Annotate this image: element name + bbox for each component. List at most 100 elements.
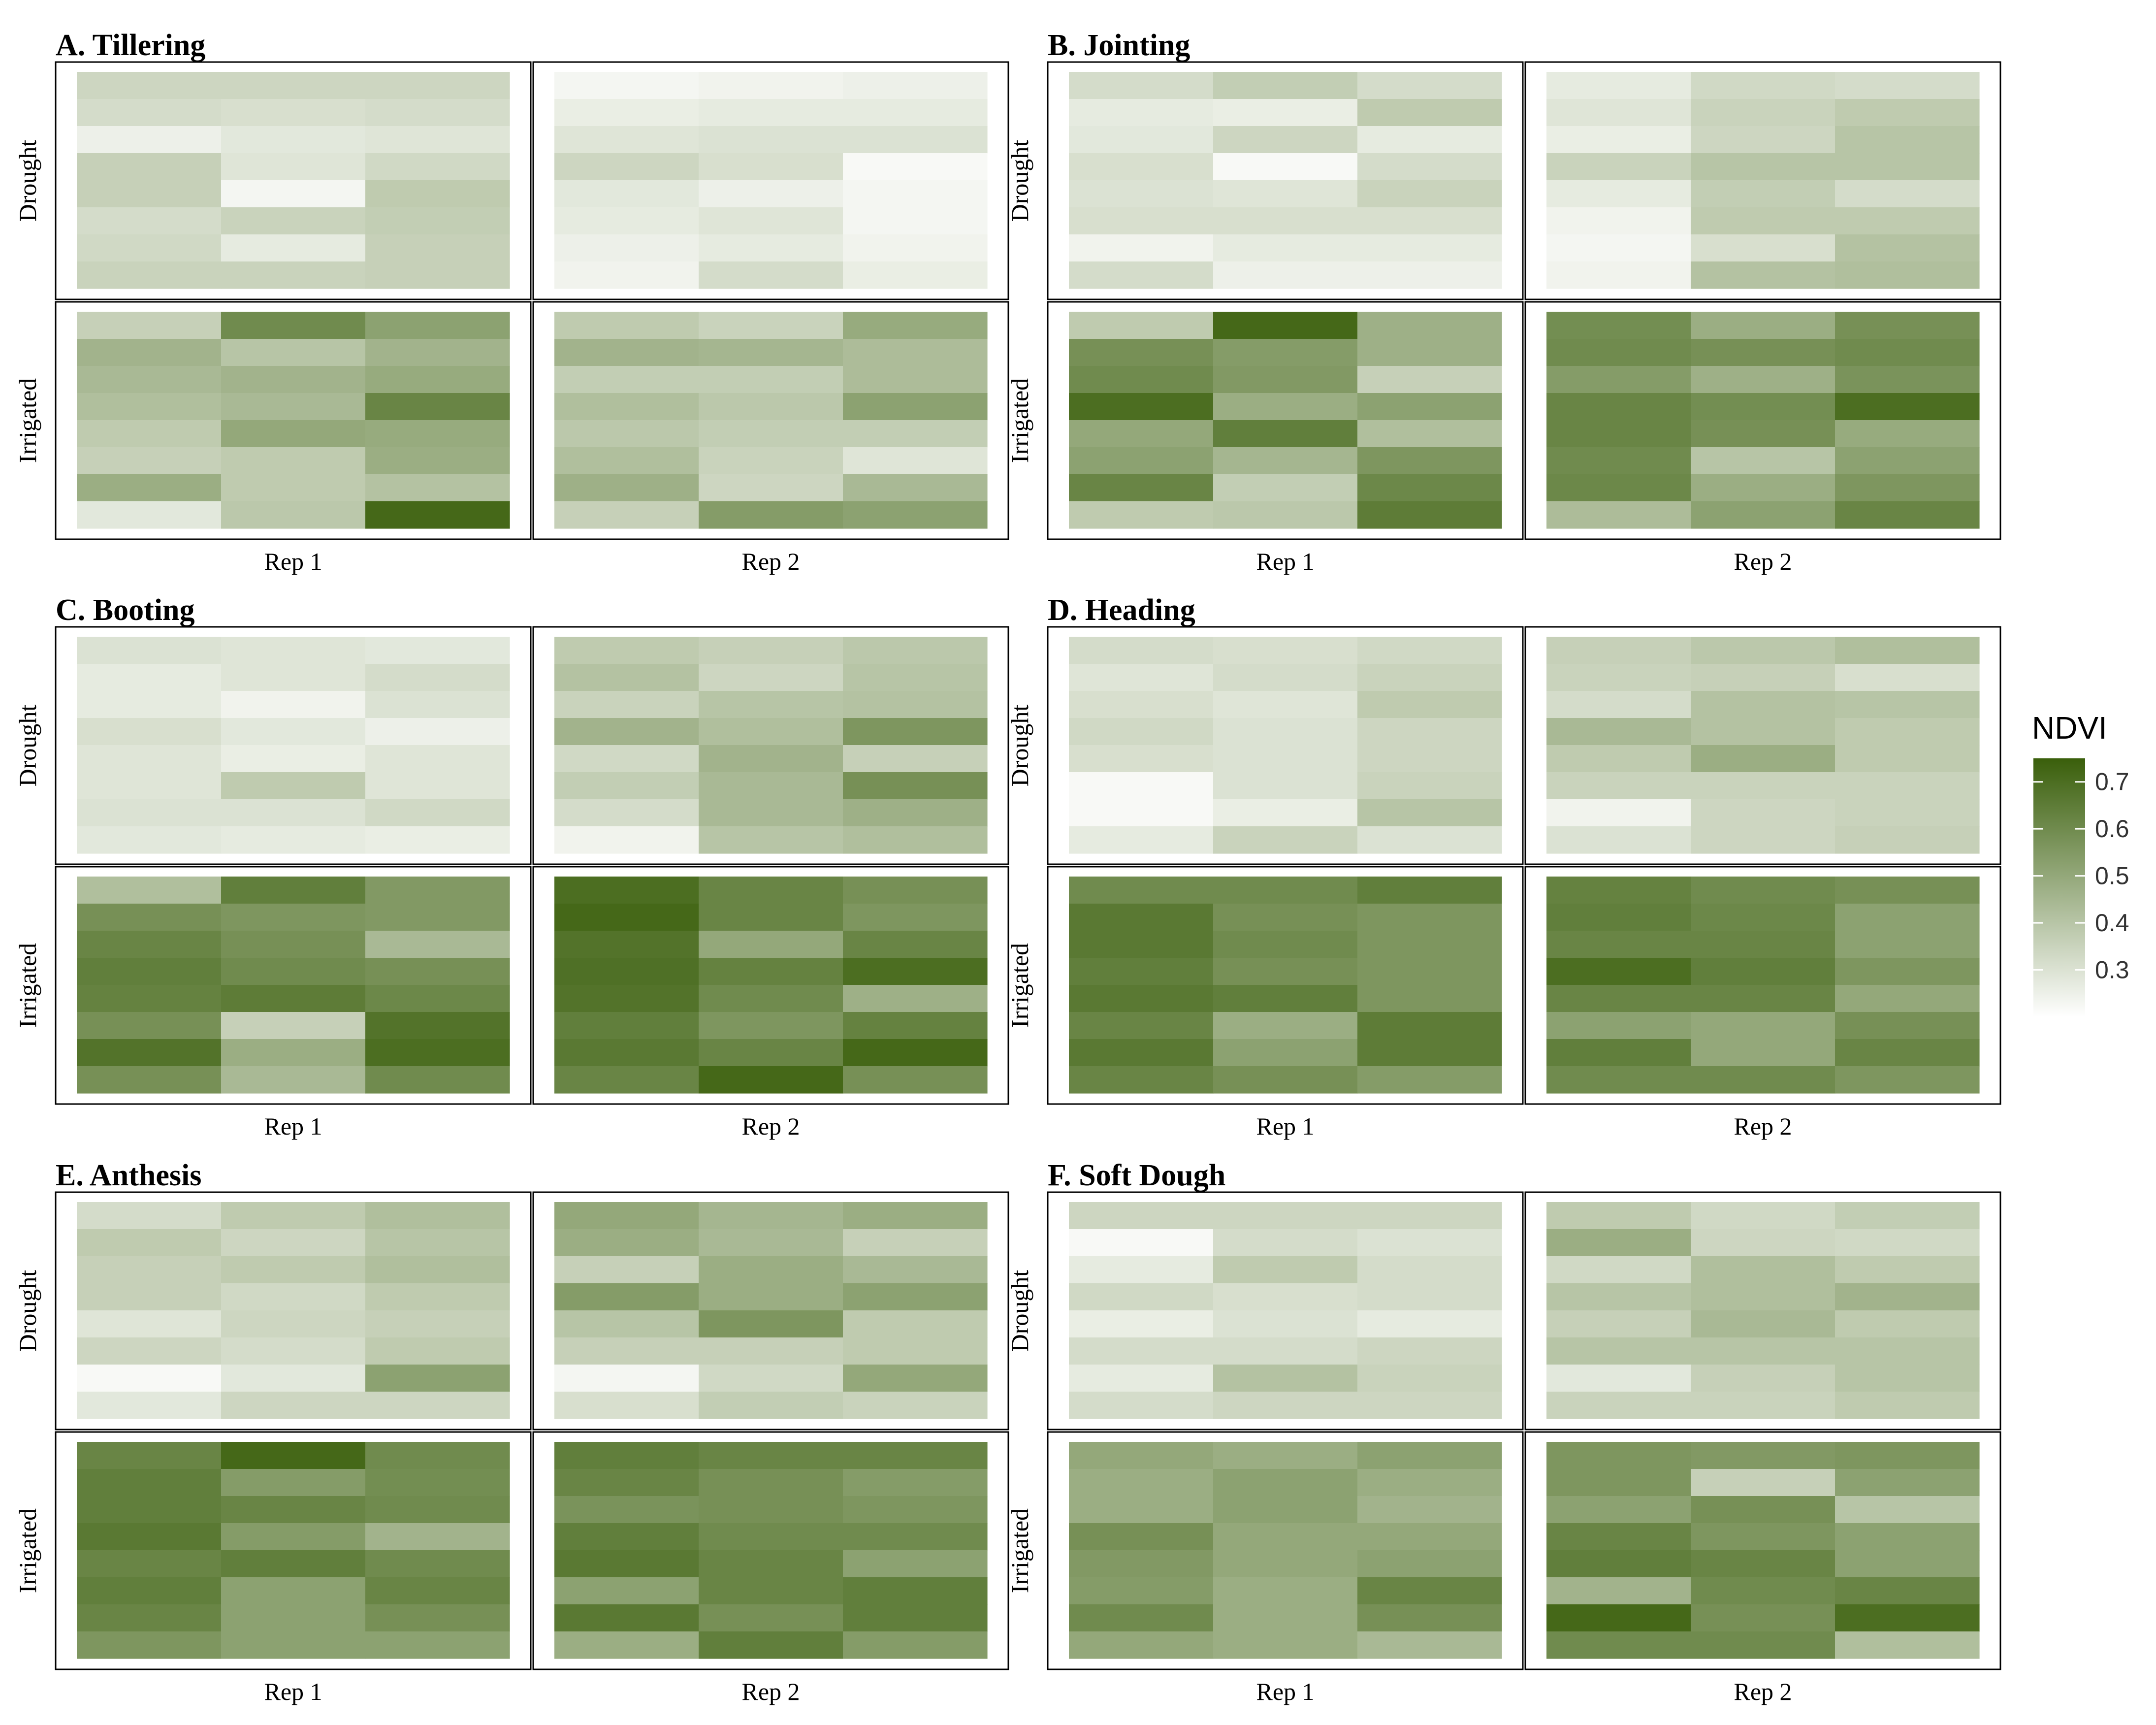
heatmap-cell bbox=[365, 1523, 510, 1551]
heatmap-cell bbox=[1357, 637, 1502, 664]
heatmap-cell bbox=[554, 1550, 699, 1578]
heatmap-cell bbox=[1546, 1631, 1691, 1659]
heatmap-cell bbox=[221, 366, 366, 393]
heatmap-cell bbox=[554, 447, 699, 475]
heatmap-cell bbox=[1213, 958, 1358, 985]
heatmap-cell bbox=[1357, 772, 1502, 800]
heatmap-cell bbox=[221, 772, 366, 800]
heatmap-cell bbox=[365, 447, 510, 475]
heatmap-cell bbox=[554, 1469, 699, 1497]
heatmap-cell bbox=[1357, 1283, 1502, 1311]
heatmap-cell bbox=[1357, 1631, 1502, 1659]
facet-irrigated-rep-2 bbox=[1524, 1431, 2001, 1670]
heatmap-cell bbox=[1069, 339, 1214, 366]
heatmap-cell bbox=[843, 99, 988, 127]
heatmap-cell bbox=[365, 393, 510, 421]
heatmap-cell bbox=[843, 1283, 988, 1311]
heatmap-cell bbox=[365, 180, 510, 208]
heatmap-cell bbox=[365, 1365, 510, 1392]
heatmap-cell bbox=[221, 985, 366, 1012]
heatmap-cell bbox=[699, 366, 843, 393]
heatmap-cell bbox=[1357, 312, 1502, 339]
heatmap-cell bbox=[699, 339, 843, 366]
heatmap-cell bbox=[1069, 1577, 1214, 1605]
heatmap-cell bbox=[554, 691, 699, 718]
heatmap-cell bbox=[77, 1550, 222, 1578]
heatmap-cell bbox=[221, 1283, 366, 1311]
heatmap-cell bbox=[1357, 1496, 1502, 1524]
heatmap-cell bbox=[1069, 1442, 1214, 1469]
heatmap-cell bbox=[1835, 126, 1980, 154]
heatmap-cell bbox=[365, 1550, 510, 1578]
heatmap-cell bbox=[1835, 153, 1980, 181]
heatmap-cell bbox=[221, 474, 366, 502]
heatmap-cell bbox=[1213, 1283, 1358, 1311]
heatmap-cell bbox=[1546, 718, 1691, 746]
heatmap-cell bbox=[1069, 1202, 1214, 1230]
heatmap-cell bbox=[1835, 72, 1980, 99]
heatmap-cell bbox=[699, 1523, 843, 1551]
heatmap-cell bbox=[1835, 1496, 1980, 1524]
heatmap-cell bbox=[77, 1469, 222, 1497]
heatmap-cell bbox=[365, 637, 510, 664]
heatmap-cell bbox=[843, 772, 988, 800]
heatmap-cell bbox=[365, 1604, 510, 1632]
heatmap-cell bbox=[221, 420, 366, 448]
heatmap-cell bbox=[77, 1631, 222, 1659]
heatmap-cell bbox=[554, 745, 699, 773]
legend-tick-label: 0.6 bbox=[2095, 815, 2129, 843]
heatmap-cell bbox=[1546, 126, 1691, 154]
heatmap-cell bbox=[1546, 1523, 1691, 1551]
heatmap-cell bbox=[699, 1496, 843, 1524]
heatmap-cell bbox=[1546, 1392, 1691, 1419]
heatmap-cell bbox=[554, 931, 699, 958]
facet-drought-rep-1 bbox=[55, 626, 532, 865]
heatmap-cell bbox=[77, 1012, 222, 1040]
facet-drought-rep-2 bbox=[1524, 626, 2001, 865]
heatmap-cell bbox=[1546, 99, 1691, 127]
heatmap-cell bbox=[554, 1523, 699, 1551]
heatmap-cell bbox=[1691, 985, 1835, 1012]
heatmap-cell bbox=[1213, 985, 1358, 1012]
heatmap-cell bbox=[1691, 799, 1835, 827]
heatmap-cell bbox=[1357, 718, 1502, 746]
heatmap-cell bbox=[1069, 877, 1214, 904]
heatmap-cell bbox=[1835, 1283, 1980, 1311]
heatmap-cell bbox=[1213, 691, 1358, 718]
heatmap-cell bbox=[1213, 1256, 1358, 1284]
heatmap-cell bbox=[1069, 1066, 1214, 1094]
heatmap-cell bbox=[1213, 1523, 1358, 1551]
heatmap-cell bbox=[1069, 1496, 1214, 1524]
heatmap-cell bbox=[1691, 393, 1835, 421]
heatmap-cell bbox=[1213, 99, 1358, 127]
heatmap-cell bbox=[699, 1229, 843, 1257]
heatmap-cell bbox=[1691, 153, 1835, 181]
heatmap-cell bbox=[77, 312, 222, 339]
heatmap-cell bbox=[1213, 420, 1358, 448]
heatmap-cell bbox=[699, 393, 843, 421]
heatmap-cell bbox=[1835, 420, 1980, 448]
heatmap-cell bbox=[221, 1442, 366, 1469]
facet-drought-rep-1 bbox=[55, 1191, 532, 1431]
heatmap-cell bbox=[1691, 447, 1835, 475]
heatmap-cell bbox=[1546, 1337, 1691, 1365]
heatmap-cell bbox=[843, 877, 988, 904]
heatmap-cell bbox=[1213, 799, 1358, 827]
heatmap-cell bbox=[1546, 261, 1691, 289]
facet-col-label-rep-2: Rep 2 bbox=[741, 1678, 800, 1705]
facet-drought-rep-2 bbox=[532, 1191, 1009, 1431]
facet-irrigated-rep-1 bbox=[55, 1431, 532, 1670]
heatmap-cell bbox=[1835, 1631, 1980, 1659]
heatmap-cell bbox=[843, 474, 988, 502]
heatmap-cell bbox=[1069, 180, 1214, 208]
heatmap-cell bbox=[554, 1012, 699, 1040]
heatmap-cell bbox=[699, 1631, 843, 1659]
heatmap-cell bbox=[1546, 312, 1691, 339]
heatmap-cell bbox=[1069, 1550, 1214, 1578]
heatmap-cell bbox=[699, 312, 843, 339]
heatmap-cell bbox=[699, 664, 843, 691]
heatmap-cell bbox=[699, 474, 843, 502]
heatmap-cell bbox=[699, 772, 843, 800]
heatmap-cell bbox=[365, 99, 510, 127]
heatmap-cell bbox=[699, 931, 843, 958]
